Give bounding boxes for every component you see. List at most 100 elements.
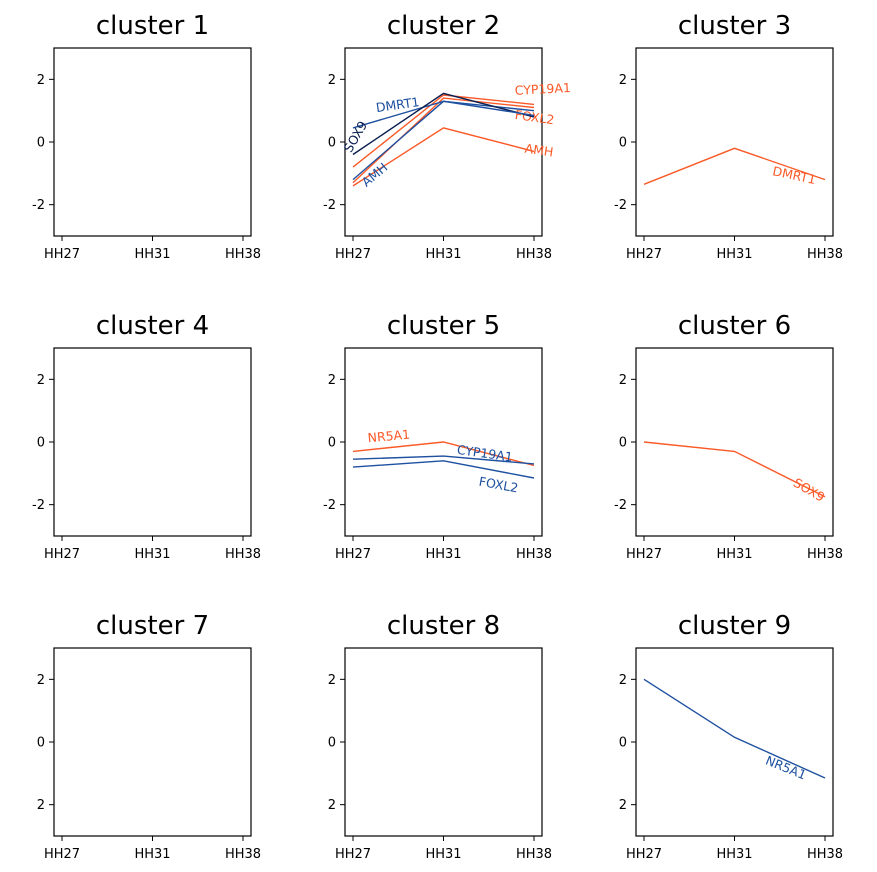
series-line-sox9 — [643, 441, 826, 498]
x-tick-label: HH38 — [225, 847, 261, 862]
panel-title: cluster 7 — [96, 611, 209, 641]
cluster-panel-5: cluster 5 2 0 -2 HH27 HH31 HH38 NR5A1 CYP19A1 FOX… — [323, 311, 552, 562]
y-tick-label: 2 — [328, 798, 336, 813]
series-label-foxl2: FOXL2 — [514, 107, 555, 127]
series-line-foxl2 — [352, 460, 535, 479]
x-tick-label: HH31 — [716, 247, 752, 262]
plot-frame — [53, 47, 252, 237]
series-line-nr5a1 — [643, 678, 826, 779]
y-tick-label: 2 — [328, 73, 336, 88]
series-label-sox9: SOX9 — [791, 475, 828, 505]
series-label-cyp19a1: CYP19A1 — [514, 80, 571, 98]
y-tick-label: 0 — [37, 436, 45, 451]
series-label-dmrt1: DMRT1 — [771, 163, 817, 187]
panel-title: cluster 1 — [96, 11, 209, 41]
y-tick-label: 0 — [619, 136, 627, 151]
x-tick-label: HH38 — [807, 247, 843, 262]
plot-frame — [635, 47, 834, 237]
series-label-foxl2: FOXL2 — [478, 474, 520, 496]
panel-title: cluster 4 — [96, 311, 209, 341]
series-label-nr5a1: NR5A1 — [367, 427, 411, 446]
plot-frame — [344, 47, 543, 237]
x-tick-label: HH31 — [425, 847, 461, 862]
cluster-panel-1: cluster 1 2 0 -2 HH27 HH31 HH38 — [32, 11, 261, 262]
y-tick-label: 2 — [37, 373, 45, 388]
x-tick-label: HH27 — [335, 847, 371, 862]
panel-title: cluster 9 — [678, 611, 791, 641]
x-tick-label: HH38 — [225, 247, 261, 262]
plot-frame — [635, 647, 834, 837]
series-line-amh — [352, 100, 535, 181]
plot-frame — [53, 647, 252, 837]
y-tick-label: 2 — [619, 73, 627, 88]
x-tick-label: HH38 — [516, 847, 552, 862]
y-tick-label: -2 — [614, 498, 627, 513]
y-tick-label: 0 — [328, 436, 336, 451]
x-tick-label: HH27 — [626, 847, 662, 862]
y-tick-label: -2 — [32, 498, 45, 513]
series-label-amh: AMH — [524, 141, 555, 160]
series-label-nr5a1: NR5A1 — [763, 753, 808, 783]
x-tick-label: HH27 — [335, 547, 371, 562]
plot-frame — [635, 347, 834, 537]
y-tick-label: 0 — [328, 136, 336, 151]
x-tick-label: HH31 — [134, 847, 170, 862]
x-tick-label: HH31 — [134, 247, 170, 262]
x-tick-label: HH27 — [626, 547, 662, 562]
x-tick-label: HH38 — [807, 547, 843, 562]
panel-title: cluster 5 — [387, 311, 500, 341]
series-line-sox9 — [352, 92, 535, 156]
x-tick-label: HH27 — [44, 847, 80, 862]
plot-frame — [344, 647, 543, 837]
x-tick-label: HH38 — [225, 547, 261, 562]
x-tick-label: HH27 — [44, 547, 80, 562]
x-tick-label: HH31 — [716, 547, 752, 562]
x-tick-label: HH27 — [335, 247, 371, 262]
y-tick-label: -2 — [323, 198, 336, 213]
cluster-panel-2: cluster 2 2 0 -2 HH27 HH31 HH38 CYP19A1 FOXL2 AMH… — [323, 11, 571, 262]
x-tick-label: HH31 — [716, 847, 752, 862]
y-tick-label: -2 — [614, 198, 627, 213]
panel-title: cluster 6 — [678, 311, 791, 341]
x-tick-label: HH31 — [425, 247, 461, 262]
y-tick-label: 0 — [328, 736, 336, 751]
series-label-dmrt1: DMRT1 — [375, 94, 420, 115]
series-label-cyp19a1: CYP19A1 — [456, 442, 514, 465]
y-tick-label: 2 — [328, 673, 336, 688]
y-tick-label: -2 — [32, 198, 45, 213]
series-label-amh: AMH — [359, 160, 391, 190]
series-line-amh — [352, 127, 535, 187]
x-tick-label: HH31 — [134, 547, 170, 562]
x-tick-label: HH27 — [44, 247, 80, 262]
cluster-panel-3: cluster 3 2 0 -2 HH27 HH31 HH38 DMRT1 — [614, 11, 843, 262]
y-tick-label: 2 — [619, 798, 627, 813]
cluster-panel-8: cluster 8 2 0 2 HH27 HH31 HH38 — [328, 611, 552, 862]
y-tick-label: 0 — [619, 436, 627, 451]
series-line-nr5a1 — [352, 441, 535, 467]
cluster-panel-9: cluster 9 2 0 2 HH27 HH31 HH38 NR5A1 — [619, 611, 843, 862]
x-tick-label: HH27 — [626, 247, 662, 262]
panel-title: cluster 3 — [678, 11, 791, 41]
cluster-panel-4: cluster 4 2 0 -2 HH27 HH31 HH38 — [32, 311, 261, 562]
x-tick-label: HH38 — [516, 547, 552, 562]
series-line-cyp19a1 — [352, 94, 535, 168]
y-tick-label: 2 — [37, 73, 45, 88]
y-tick-label: -2 — [323, 498, 336, 513]
y-tick-label: 0 — [619, 736, 627, 751]
y-tick-label: 0 — [37, 136, 45, 151]
series-line-cyp19a1 — [352, 455, 535, 465]
x-tick-label: HH31 — [425, 547, 461, 562]
panel-title: cluster 2 — [387, 11, 500, 41]
y-tick-label: 2 — [619, 673, 627, 688]
series-line-dmrt1 — [643, 147, 826, 185]
panel-title: cluster 8 — [387, 611, 500, 641]
y-tick-label: 0 — [37, 736, 45, 751]
y-tick-label: 2 — [37, 673, 45, 688]
y-tick-label: 2 — [619, 373, 627, 388]
plot-frame — [53, 347, 252, 537]
y-tick-label: 2 — [328, 373, 336, 388]
x-tick-label: HH38 — [807, 847, 843, 862]
cluster-panel-7: cluster 7 2 0 2 HH27 HH31 HH38 — [37, 611, 261, 862]
series-line-foxl2 — [352, 97, 535, 184]
